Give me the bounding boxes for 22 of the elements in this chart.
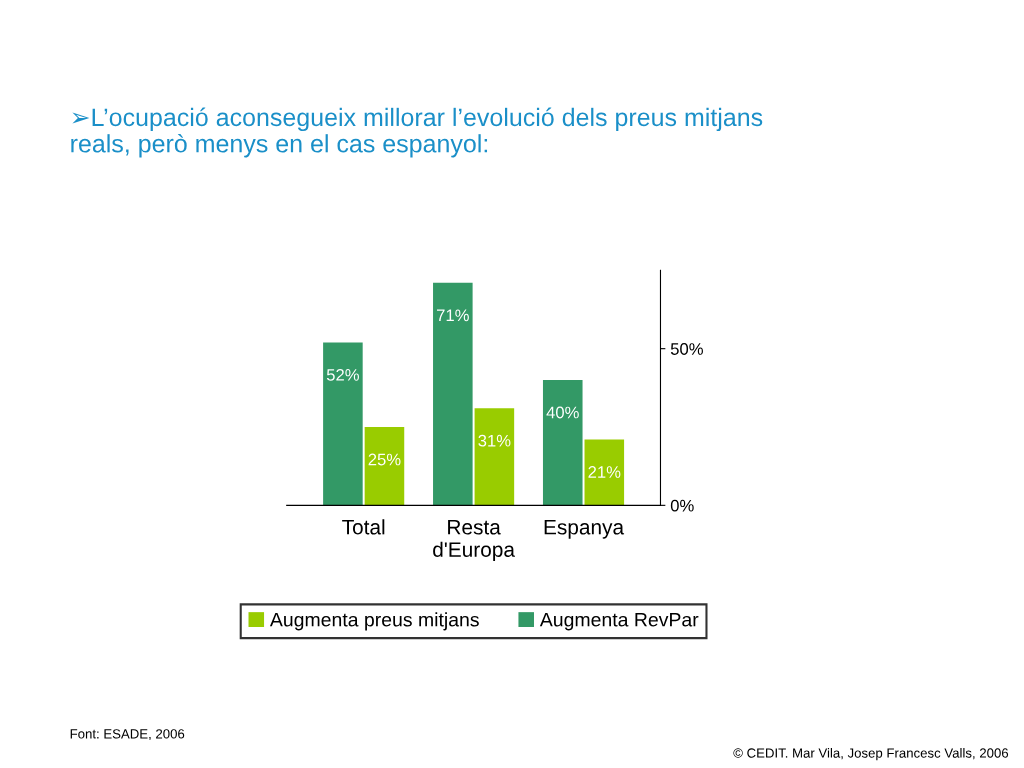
data-label: 31% — [478, 434, 511, 447]
y-tick-label: 50% — [670, 343, 703, 355]
data-label: 71% — [437, 309, 469, 322]
y-tick-label: 0% — [670, 499, 694, 512]
x-tick-label: Resta d'Europa — [433, 520, 515, 562]
x-tick-label: Total — [342, 519, 385, 535]
chart-title: ➢L’ocupació aconsegueix millorar l’evolució dels preus mitjans reals, però menys en el cas espanyol: — [71, 107, 763, 158]
bar — [323, 342, 363, 506]
data-label: 21% — [588, 466, 621, 478]
bar — [364, 427, 405, 506]
legend-label: Augmenta preus mitjans — [269, 612, 479, 631]
bar — [433, 282, 473, 506]
legend-label: Augmenta RevPar — [539, 612, 699, 631]
text: Font: ESADE, 2006 — [70, 729, 185, 741]
data-label: 40% — [546, 406, 579, 419]
data-label: 52% — [326, 368, 359, 381]
bar — [474, 408, 515, 506]
x-tick-label: Espanya — [544, 520, 625, 539]
data-label: 25% — [368, 453, 401, 466]
bar — [584, 439, 625, 506]
bar — [542, 380, 583, 506]
text: © CEDIT. Mar Vila, Josep Francesc Valls, 2006 — [733, 748, 1009, 761]
